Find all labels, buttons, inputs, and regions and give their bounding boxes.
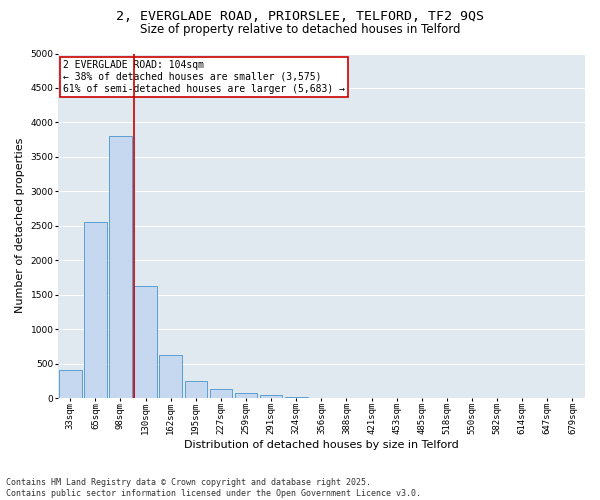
Text: Contains HM Land Registry data © Crown copyright and database right 2025.
Contai: Contains HM Land Registry data © Crown c… — [6, 478, 421, 498]
Text: Size of property relative to detached houses in Telford: Size of property relative to detached ho… — [140, 22, 460, 36]
Bar — [209, 389, 232, 398]
Y-axis label: Number of detached properties: Number of detached properties — [15, 138, 25, 314]
Bar — [109, 136, 132, 398]
Text: 2, EVERGLADE ROAD, PRIORSLEE, TELFORD, TF2 9QS: 2, EVERGLADE ROAD, PRIORSLEE, TELFORD, T… — [116, 10, 484, 23]
Text: 2 EVERGLADE ROAD: 104sqm
← 38% of detached houses are smaller (3,575)
61% of sem: 2 EVERGLADE ROAD: 104sqm ← 38% of detach… — [63, 60, 345, 94]
Bar — [185, 382, 207, 398]
Bar — [260, 394, 283, 398]
X-axis label: Distribution of detached houses by size in Telford: Distribution of detached houses by size … — [184, 440, 459, 450]
Bar — [134, 286, 157, 398]
Bar — [84, 222, 107, 398]
Bar — [160, 356, 182, 398]
Bar — [59, 370, 82, 398]
Bar — [235, 393, 257, 398]
